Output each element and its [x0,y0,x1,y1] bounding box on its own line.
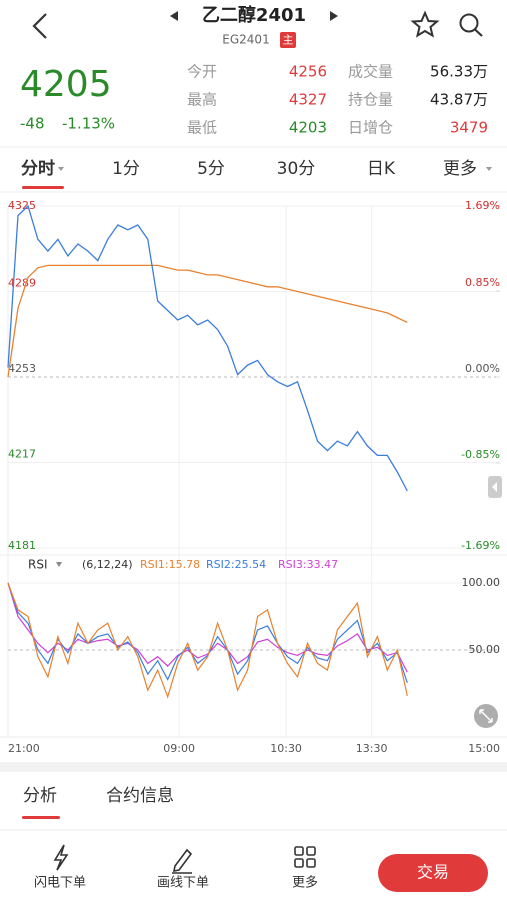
y2-tick-label: 1.69% [465,199,500,212]
y2-tick-label: 0.00% [465,362,500,375]
contract-title: 乙二醇2401 [202,4,306,26]
nav-item[interactable]: 画线下单 [157,876,209,891]
price-change: -48 [20,115,45,133]
stat-value: 3479 [450,119,488,137]
stat-label: 持仓量 [348,91,393,109]
stat-value: 43.87万 [430,91,488,109]
stat-value: 4203 [289,119,327,137]
flash-order-icon [53,844,69,871]
active-tab-indicator [22,186,64,189]
y-tick-label: 50.00 [469,643,501,656]
rsi-params: (6,12,24) [82,558,133,571]
stat-label: 日增仓 [348,119,393,137]
stat-label: 最高 [187,91,217,109]
stat-value: 56.33万 [430,63,488,81]
period-tab[interactable]: 5分 [197,159,225,179]
nav-item[interactable]: 更多 [292,875,318,891]
trade-button-label: 交易 [417,863,449,882]
average-line [7,264,408,378]
legend-entry: RSI1:15.78 [140,558,200,571]
x-tick-label: 21:00 [8,742,40,755]
period-tab[interactable]: 分时 [21,159,55,179]
expand-icon [479,709,493,723]
section-gap [0,762,507,772]
detail-tab[interactable]: 分析 [23,786,57,806]
y-tick-label: 4217 [8,448,36,461]
rsi-title[interactable]: RSI [28,558,48,572]
more-icon [294,846,316,868]
period-tab[interactable]: 1分 [112,159,140,179]
side-handle-arrow [492,482,497,492]
main-badge-bg [280,32,296,48]
nav-item[interactable]: 闪电下单 [34,876,86,891]
next-arrow[interactable] [330,11,338,21]
y-tick-label: 4325 [8,199,36,212]
legend-entry: RSI2:25.54 [206,558,266,571]
stat-value: 4327 [289,91,327,109]
rsi-line [7,582,408,699]
y2-tick-label: 0.85% [465,276,500,289]
search-icon[interactable] [459,13,479,33]
dropdown-caret [58,167,64,171]
stat-value: 4256 [289,63,327,81]
active-tab-indicator [22,816,60,819]
y-tick-label: 4289 [8,277,36,290]
detail-tab[interactable]: 合约信息 [106,786,174,806]
back-button[interactable] [32,13,47,39]
stat-label: 成交量 [348,63,393,81]
search-handle [474,28,483,37]
y-tick-label: 4181 [8,539,36,552]
main-badge: 主 [283,34,294,47]
period-tab[interactable]: 日K [367,159,396,179]
rsi-line [7,582,408,683]
dropdown-caret [486,167,492,171]
x-tick-label: 10:30 [270,742,302,755]
stat-label: 今开 [187,63,217,81]
stat-label: 最低 [187,119,217,137]
x-tick-label: 09:00 [163,742,195,755]
price-line [7,204,408,492]
x-tick-label: 13:30 [356,742,388,755]
draw-order-icon [172,848,193,874]
period-tab[interactable]: 30分 [277,159,316,179]
dropdown-caret [56,562,62,567]
favorite-icon[interactable] [410,10,440,38]
y-tick-label: 100.00 [462,576,501,589]
legend-entry: RSI3:33.47 [278,558,338,571]
x-tick-label: 15:00 [468,742,500,755]
last-price: 4205 [20,64,112,105]
prev-arrow[interactable] [170,11,178,21]
y2-tick-label: -0.85% [461,448,500,461]
y2-tick-label: -1.69% [461,539,500,552]
period-tab[interactable]: 更多 [443,159,477,179]
y-tick-label: 4253 [8,362,36,375]
trade-button[interactable] [378,854,488,892]
rsi-line [7,582,408,673]
contract-code: EG2401 [222,33,269,47]
price-change-pct: -1.13% [62,115,115,133]
